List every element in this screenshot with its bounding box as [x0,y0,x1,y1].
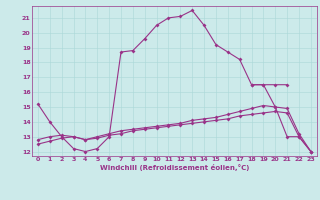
X-axis label: Windchill (Refroidissement éolien,°C): Windchill (Refroidissement éolien,°C) [100,164,249,171]
